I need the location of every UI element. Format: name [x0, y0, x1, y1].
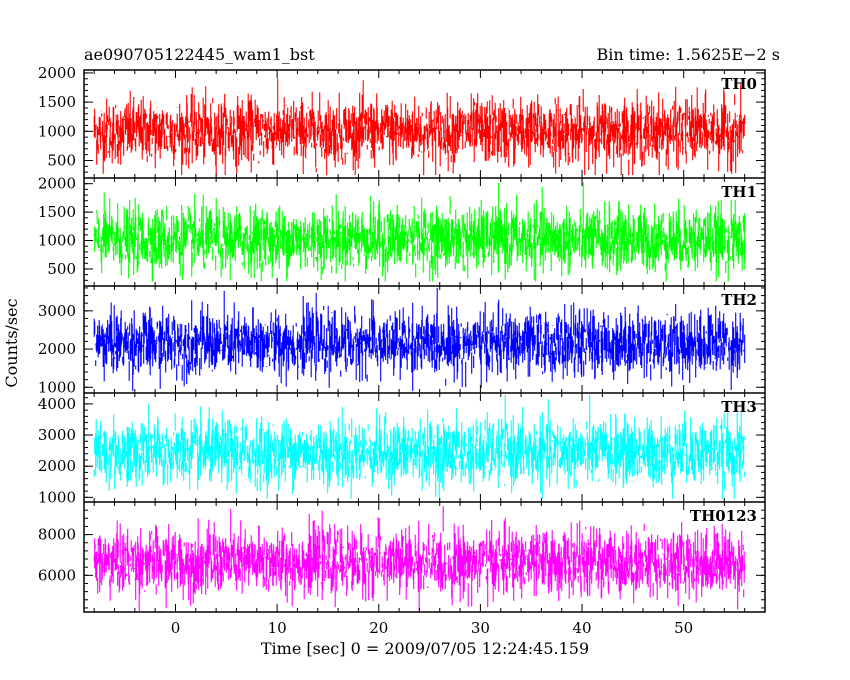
y-tick-label: 500 — [47, 260, 76, 278]
panels: 500 1000 1500 2000 TH0 500 1000 1500 2000 TH1 1000… — [38, 64, 766, 613]
y-tick-label: 1000 — [38, 232, 76, 250]
y-tick-label: 3000 — [38, 426, 76, 444]
panel-th0123: 6000 8000 TH0123 — [38, 501, 766, 612]
x-tick-label: 0 — [171, 619, 181, 637]
y-tick-label: 500 — [47, 151, 76, 169]
series-th0123 — [93, 506, 746, 611]
y-tick-label: 2000 — [38, 175, 76, 193]
y-tick-label: 2000 — [38, 340, 76, 358]
panel-th3: 1000 2000 3000 4000 TH3 — [38, 392, 766, 506]
y-tick-label: 1000 — [38, 378, 76, 396]
y-tick-label: 3000 — [38, 302, 76, 320]
x-tick-labels: 0 10 20 30 40 50 — [171, 619, 694, 637]
panel-label-th0: TH0 — [721, 75, 757, 93]
series-th2 — [93, 287, 746, 392]
plot-frame — [83, 69, 766, 613]
y-tick-label: 1500 — [38, 203, 76, 221]
x-tick-label: 20 — [369, 619, 388, 637]
y-tick-label: 1000 — [38, 122, 76, 140]
y-tick-label: 8000 — [38, 526, 76, 544]
y-tick-label: 1000 — [38, 488, 76, 506]
panel-th2: 1000 2000 3000 TH2 — [38, 285, 766, 396]
x-tick-label: 50 — [674, 619, 693, 637]
panel-label-th1: TH1 — [721, 183, 757, 201]
panel-th1: 500 1000 1500 2000 TH1 — [38, 175, 766, 287]
y-tick-label: 1500 — [38, 93, 76, 111]
x-tick-label: 30 — [471, 619, 490, 637]
bin-time-label: Bin time: 1.5625E−2 s — [597, 45, 780, 64]
series-th3 — [93, 394, 746, 499]
chart-title: ae090705122445_wam1_bst — [84, 45, 315, 64]
panel-label-th2: TH2 — [721, 291, 757, 309]
y-tick-label: 4000 — [38, 395, 76, 413]
x-tick-label: 10 — [268, 619, 287, 637]
y-axis-label: Counts/sec — [2, 298, 21, 387]
y-tick-label: 2000 — [38, 457, 76, 475]
x-axis-label: Time [sec] 0 = 2009/07/05 12:24:45.159 — [261, 639, 589, 658]
panel-label-th0123: TH0123 — [690, 507, 757, 525]
y-tick-label: 2000 — [38, 64, 76, 82]
x-tick-label: 40 — [572, 619, 591, 637]
panel-label-th3: TH3 — [721, 398, 757, 416]
series-th1 — [93, 182, 746, 282]
series-th0 — [93, 78, 746, 176]
panel-th0: 500 1000 1500 2000 TH0 — [38, 64, 766, 179]
y-tick-label: 6000 — [38, 566, 76, 584]
